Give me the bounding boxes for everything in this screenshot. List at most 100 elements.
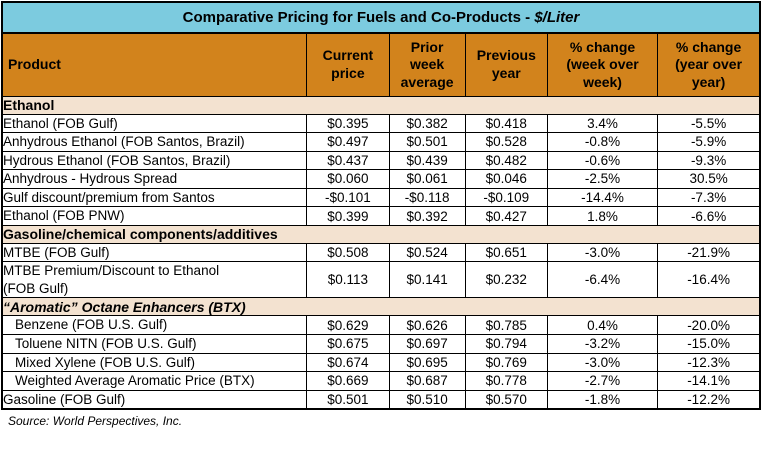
value-cell: $0.508 bbox=[306, 242, 390, 263]
value-cell: -5.5% bbox=[657, 113, 761, 134]
product-cell: Benzene (FOB U.S. Gulf) bbox=[1, 315, 308, 335]
product-cell: Hydrous Ethanol (FOB Santos, Brazil) bbox=[1, 150, 308, 171]
product-cell: Gulf discount/premium from Santos bbox=[1, 187, 308, 208]
product-cell: Toluene NITN (FOB U.S. Gulf) bbox=[1, 333, 308, 354]
value-cell: -6.4% bbox=[546, 261, 659, 299]
value-cell: $0.382 bbox=[388, 113, 466, 134]
table-row: Weighted Average Aromatic Price (BTX) $0.… bbox=[1, 371, 761, 391]
value-cell: $0.651 bbox=[464, 242, 548, 263]
value-cell: $0.399 bbox=[306, 206, 390, 226]
product-cell: Weighted Average Aromatic Price (BTX) bbox=[1, 371, 308, 391]
table-row: Toluene NITN (FOB U.S. Gulf) $0.675 $0.697… bbox=[1, 333, 761, 354]
value-cell: $0.510 bbox=[388, 389, 466, 410]
section-label: “Aromatic” Octane Enhancers (BTX) bbox=[1, 297, 761, 317]
product-cell: Ethanol (FOB Gulf) bbox=[1, 113, 308, 134]
value-cell: $0.418 bbox=[464, 113, 548, 134]
column-header-5: % change (year over year) bbox=[657, 32, 761, 97]
value-cell: -12.2% bbox=[657, 389, 761, 410]
column-header-4: % change (week over week) bbox=[546, 32, 659, 97]
section-label: Ethanol bbox=[1, 95, 761, 115]
value-cell: -9.3% bbox=[657, 150, 761, 171]
column-header-product: Product bbox=[1, 32, 308, 97]
value-cell: $0.524 bbox=[388, 242, 466, 263]
value-cell: -7.3% bbox=[657, 187, 761, 208]
column-header-3: Previous year bbox=[464, 32, 548, 97]
value-cell: -0.6% bbox=[546, 150, 659, 171]
value-cell: $0.060 bbox=[306, 169, 390, 189]
value-cell: $0.626 bbox=[388, 315, 466, 335]
value-cell: $0.501 bbox=[306, 389, 390, 410]
value-cell: -2.7% bbox=[546, 371, 659, 391]
table-row: Hydrous Ethanol (FOB Santos, Brazil) $0.4… bbox=[1, 150, 761, 171]
table-row: Mixed Xylene (FOB U.S. Gulf) $0.674 $0.695… bbox=[1, 352, 761, 373]
table-row: Ethanol (FOB Gulf) $0.395 $0.382 $0.418 3.4%… bbox=[1, 113, 761, 134]
value-cell: $0.697 bbox=[388, 333, 466, 354]
value-cell: 1.8% bbox=[546, 206, 659, 226]
value-cell: $0.794 bbox=[464, 333, 548, 354]
value-cell: $0.437 bbox=[306, 150, 390, 171]
table-title-unit: $/Liter bbox=[534, 9, 580, 26]
column-header-row: Product Current price Prior week average Pr… bbox=[1, 32, 761, 97]
value-cell: $0.778 bbox=[464, 371, 548, 391]
value-cell: $0.501 bbox=[388, 132, 466, 152]
value-cell: $0.427 bbox=[464, 206, 548, 226]
table-row: Gulf discount/premium from Santos -$0.101… bbox=[1, 187, 761, 208]
value-cell: -16.4% bbox=[657, 261, 761, 299]
value-cell: -20.0% bbox=[657, 315, 761, 335]
value-cell: $0.482 bbox=[464, 150, 548, 171]
table-row: Benzene (FOB U.S. Gulf) $0.629 $0.626 $0.78… bbox=[1, 315, 761, 335]
value-cell: $0.687 bbox=[388, 371, 466, 391]
value-cell: $0.675 bbox=[306, 333, 390, 354]
table-row: MTBE Premium/Discount to Ethanol (FOB Gu… bbox=[1, 261, 761, 299]
value-cell: $0.046 bbox=[464, 169, 548, 189]
section-label: Gasoline/chemical components/additives bbox=[1, 224, 761, 244]
table-title: Comparative Pricing for Fuels and Co-Pro… bbox=[1, 1, 761, 34]
title-row: Comparative Pricing for Fuels and Co-Pro… bbox=[1, 1, 761, 34]
value-cell: -6.6% bbox=[657, 206, 761, 226]
value-cell: $0.497 bbox=[306, 132, 390, 152]
table-row: Anhydrous Ethanol (FOB Santos, Brazil) $0… bbox=[1, 132, 761, 152]
product-cell: Gasoline (FOB Gulf) bbox=[1, 389, 308, 410]
table-row: Ethanol (FOB PNW) $0.399 $0.392 $0.427 1.8% -… bbox=[1, 206, 761, 226]
product-cell: MTBE (FOB Gulf) bbox=[1, 242, 308, 263]
table-title-main: Comparative Pricing for Fuels and Co-Pro… bbox=[182, 9, 535, 26]
section-row: Gasoline/chemical components/additives bbox=[1, 224, 761, 244]
product-cell: Anhydrous - Hydrous Spread bbox=[1, 169, 308, 189]
table-row: MTBE (FOB Gulf) $0.508 $0.524 $0.651 -3.0% -2… bbox=[1, 242, 761, 263]
source-note: Source: World Perspectives, Inc. bbox=[8, 414, 183, 429]
value-cell: $0.395 bbox=[306, 113, 390, 134]
value-cell: -14.1% bbox=[657, 371, 761, 391]
value-cell: 30.5% bbox=[657, 169, 761, 189]
value-cell: $0.769 bbox=[464, 352, 548, 373]
value-cell: $0.528 bbox=[464, 132, 548, 152]
value-cell: -3.2% bbox=[546, 333, 659, 354]
value-cell: -14.4% bbox=[546, 187, 659, 208]
value-cell: $0.439 bbox=[388, 150, 466, 171]
product-cell: MTBE Premium/Discount to Ethanol (FOB Gu… bbox=[1, 261, 308, 299]
table-row: Gasoline (FOB Gulf) $0.501 $0.510 $0.570 -1.… bbox=[1, 389, 761, 410]
column-header-1: Current price bbox=[306, 32, 390, 97]
value-cell: -3.0% bbox=[546, 242, 659, 263]
value-cell: -21.9% bbox=[657, 242, 761, 263]
value-cell: $0.785 bbox=[464, 315, 548, 335]
value-cell: -2.5% bbox=[546, 169, 659, 189]
value-cell: -3.0% bbox=[546, 352, 659, 373]
section-row: Ethanol bbox=[1, 95, 761, 115]
value-cell: 3.4% bbox=[546, 113, 659, 134]
value-cell: -$0.118 bbox=[388, 187, 466, 208]
value-cell: $0.113 bbox=[306, 261, 390, 299]
pricing-table: Comparative Pricing for Fuels and Co-Pro… bbox=[1, 1, 761, 411]
product-cell: Ethanol (FOB PNW) bbox=[1, 206, 308, 226]
table-row: Anhydrous - Hydrous Spread $0.060 $0.061 $0… bbox=[1, 169, 761, 189]
value-cell: -1.8% bbox=[546, 389, 659, 410]
value-cell: $0.695 bbox=[388, 352, 466, 373]
value-cell: $0.570 bbox=[464, 389, 548, 410]
value-cell: -5.9% bbox=[657, 132, 761, 152]
value-cell: $0.392 bbox=[388, 206, 466, 226]
value-cell: -0.8% bbox=[546, 132, 659, 152]
value-cell: $0.629 bbox=[306, 315, 390, 335]
value-cell: $0.669 bbox=[306, 371, 390, 391]
value-cell: -$0.101 bbox=[306, 187, 390, 208]
section-row: “Aromatic” Octane Enhancers (BTX) bbox=[1, 297, 761, 317]
value-cell: 0.4% bbox=[546, 315, 659, 335]
